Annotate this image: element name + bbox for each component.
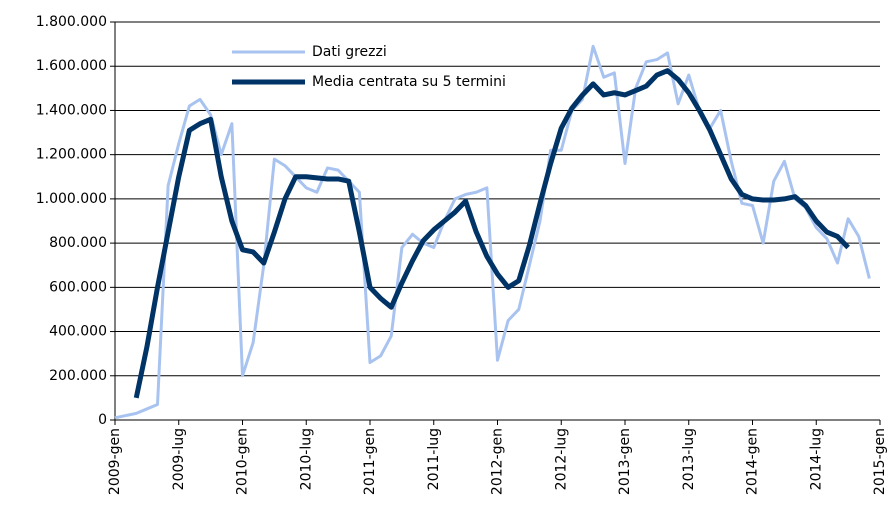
y-tick-label: 0 xyxy=(98,412,107,428)
x-tick-label: 2011-lug xyxy=(426,428,442,490)
x-tick-label: 2013-lug xyxy=(681,428,697,490)
legend-label: Media centrata su 5 termini xyxy=(312,74,506,90)
y-tick-label: 600.000 xyxy=(49,279,107,295)
x-tick-label: 2012-gen xyxy=(490,428,506,495)
x-tick-label: 2014-gen xyxy=(745,428,761,495)
y-tick-label: 1.000.000 xyxy=(36,191,107,207)
series-line xyxy=(133,68,850,399)
y-tick-label: 1.800.000 xyxy=(36,14,107,30)
x-tick-label: 2015-gen xyxy=(872,428,888,495)
y-tick-label: 1.600.000 xyxy=(36,58,107,74)
legend-label: Dati grezzi xyxy=(312,44,387,60)
x-tick-label: 2010-lug xyxy=(298,428,314,490)
y-tick-label: 1.400.000 xyxy=(36,102,107,118)
series-line xyxy=(114,44,871,420)
x-tick-label: 2012-lug xyxy=(553,428,569,490)
y-tick-label: 400.000 xyxy=(49,324,107,340)
x-tick-label: 2010-gen xyxy=(235,428,251,495)
y-tick-label: 1.200.000 xyxy=(36,147,107,163)
x-tick-label: 2014-lug xyxy=(808,428,824,490)
x-tick-label: 2009-lug xyxy=(171,428,187,490)
x-tick-label: 2011-gen xyxy=(362,428,378,495)
y-tick-label: 800.000 xyxy=(49,235,107,251)
x-tick-label: 2013-gen xyxy=(617,428,633,495)
y-tick-label: 200.000 xyxy=(49,368,107,384)
x-tick-label: 2009-gen xyxy=(107,428,123,495)
